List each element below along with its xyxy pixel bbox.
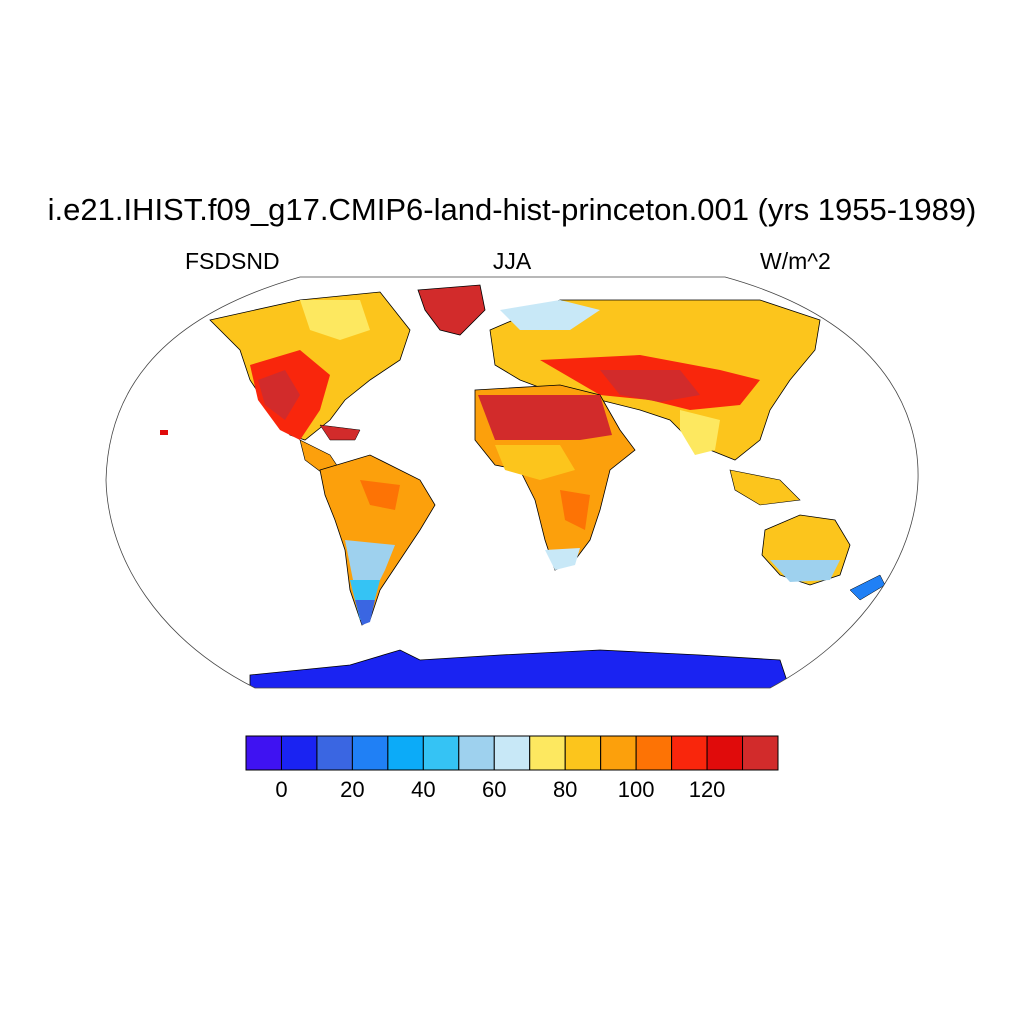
colorbar-box <box>316 735 353 771</box>
colorbar-box <box>564 735 602 771</box>
colorbar-box <box>529 735 566 771</box>
eurasia-region <box>489 299 821 506</box>
australia-region <box>761 514 886 601</box>
units-label: W/m^2 <box>760 248 831 274</box>
colorbar-tick-label: 80 <box>552 777 578 802</box>
colorbar-box <box>387 735 424 771</box>
colorbar-tick-label: 60 <box>482 777 507 802</box>
colorbar-tick-label: 20 <box>340 777 365 802</box>
plot-title: i.e21.IHIST.f09_g17.CMIP6-land-hist-prin… <box>47 192 977 227</box>
colorbar-box <box>706 735 744 771</box>
north-america-region <box>209 291 411 476</box>
antarctica-region <box>249 649 791 688</box>
south-america-region <box>319 454 436 626</box>
colorbar-box <box>635 735 673 771</box>
map-border <box>105 276 919 689</box>
colorbar-box <box>245 735 282 771</box>
colorbar-tick-label: 40 <box>411 777 436 802</box>
colorbar-tick-label: 100 <box>617 777 655 802</box>
colorbar-box <box>422 735 460 771</box>
colorbar-box <box>742 735 779 771</box>
colorbar-box <box>280 735 318 771</box>
colorbar-tick-label: 120 <box>688 777 726 802</box>
colorbar-box <box>671 735 708 771</box>
colorbar-box <box>458 735 495 771</box>
greenland-region <box>417 284 486 336</box>
colorbar-box <box>493 735 531 771</box>
colorbar-box <box>600 735 637 771</box>
africa-region <box>474 384 636 571</box>
season-label: JJA <box>492 248 532 274</box>
colorbar-box <box>351 735 389 771</box>
colorbar-tick-label: 0 <box>275 777 288 802</box>
variable-label: FSDSND <box>185 248 280 274</box>
hawaii-region <box>160 430 168 435</box>
